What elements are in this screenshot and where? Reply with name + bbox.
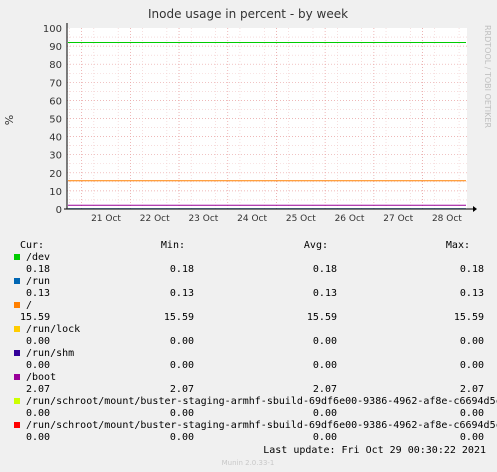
grid	[67, 28, 467, 209]
legend-value: 0.13	[313, 288, 337, 299]
legend-value: 2.07	[460, 384, 484, 395]
legend-value: 2.07	[170, 384, 194, 395]
legend-value: 0.00	[313, 336, 337, 347]
legend-series-name: /run/schroot/mount/buster-staging-armhf-…	[26, 420, 497, 431]
x-tick-label: 23 Oct	[188, 214, 218, 224]
legend-value: 0.00	[26, 408, 50, 419]
legend-value: 0.13	[460, 288, 484, 299]
legend-value: 15.59	[20, 312, 50, 323]
x-tick-label: 27 Oct	[383, 214, 413, 224]
legend-value: 15.59	[307, 312, 337, 323]
watermark-text: RRDTOOL / TOBI OETIKER	[483, 25, 492, 128]
y-tick-label: 30	[49, 151, 62, 162]
legend-value: 15.59	[454, 312, 484, 323]
legend-header: Max:	[446, 240, 470, 251]
legend-header: Avg:	[304, 240, 328, 251]
x-tick-labels: 21 Oct 22 Oct 23 Oct 24 Oct 25 Oct 26 Oct 27 O…	[91, 214, 462, 224]
last-update: Last update: Fri Oct 29 00:30:22 2021	[263, 445, 486, 456]
legend-value: 0.00	[313, 408, 337, 419]
legend-value: 0.18	[26, 264, 50, 275]
chart-title: Inode usage in percent - by week	[148, 7, 348, 21]
axes	[64, 23, 477, 212]
x-tick-label: 24 Oct	[237, 214, 267, 224]
x-tick-label: 22 Oct	[140, 214, 170, 224]
legend-swatch	[14, 374, 20, 380]
legend-header: Min:	[161, 240, 185, 251]
legend-swatch	[14, 350, 20, 356]
y-tick-label: 60	[49, 96, 62, 107]
legend-value: 0.00	[170, 360, 194, 371]
x-axis-arrow	[473, 206, 477, 212]
y-tick-label: 70	[49, 78, 62, 89]
legend-value: 0.18	[313, 264, 337, 275]
legend-series-name: /run/lock	[26, 324, 80, 335]
legend-value: 2.07	[26, 384, 50, 395]
y-tick-label: 20	[49, 169, 62, 180]
legend-swatch	[14, 278, 20, 284]
legend-series-name: /	[26, 300, 32, 311]
y-tick-label: 50	[49, 115, 62, 126]
legend-value: 0.13	[170, 288, 194, 299]
legend-value: 0.00	[170, 336, 194, 347]
y-axis-label: %	[3, 115, 16, 125]
legend-value: 0.00	[170, 408, 194, 419]
legend-value: 0.00	[26, 432, 50, 443]
legend-value: 0.00	[460, 432, 484, 443]
legend-value: 0.00	[313, 360, 337, 371]
x-tick-label: 25 Oct	[286, 214, 316, 224]
legend-swatch	[14, 302, 20, 308]
legend-swatch	[14, 398, 20, 404]
x-tick-label: 21 Oct	[91, 214, 121, 224]
legend-value: 15.59	[164, 312, 194, 323]
y-tick-label: 0	[56, 205, 62, 216]
y-tick-label: 90	[49, 42, 62, 53]
legend-value: 0.00	[26, 360, 50, 371]
legend-value: 0.00	[170, 432, 194, 443]
y-tick-labels: 0 10 20 30 40 50 60 70 80 90 100	[43, 24, 62, 216]
y-tick-label: 40	[49, 133, 62, 144]
y-tick-label: 80	[49, 60, 62, 71]
legend-series-name: /dev	[26, 252, 50, 263]
legend-value: 0.13	[26, 288, 50, 299]
legend-series-name: /run/schroot/mount/buster-staging-armhf-…	[26, 396, 497, 407]
legend-value: 0.00	[313, 432, 337, 443]
legend-swatch	[14, 254, 20, 260]
x-tick-label: 26 Oct	[335, 214, 365, 224]
legend-series-name: /run/shm	[26, 348, 74, 359]
legend-value: 0.00	[460, 336, 484, 347]
legend-series-name: /boot	[26, 372, 56, 383]
legend-value: 2.07	[313, 384, 337, 395]
legend-value: 0.00	[460, 408, 484, 419]
legend-value: 0.18	[170, 264, 194, 275]
legend-value: 0.00	[26, 336, 50, 347]
legend-header: Cur:	[20, 240, 44, 251]
legend-series-name: /run	[26, 276, 50, 287]
legend-swatch	[14, 422, 20, 428]
legend-swatch	[14, 326, 20, 332]
legend-value: 0.18	[460, 264, 484, 275]
y-tick-label: 10	[49, 187, 62, 198]
y-tick-label: 100	[43, 24, 62, 35]
legend-value: 0.00	[460, 360, 484, 371]
x-tick-label: 28 Oct	[432, 214, 462, 224]
footer-version: Munin 2.0.33-1	[222, 459, 275, 467]
